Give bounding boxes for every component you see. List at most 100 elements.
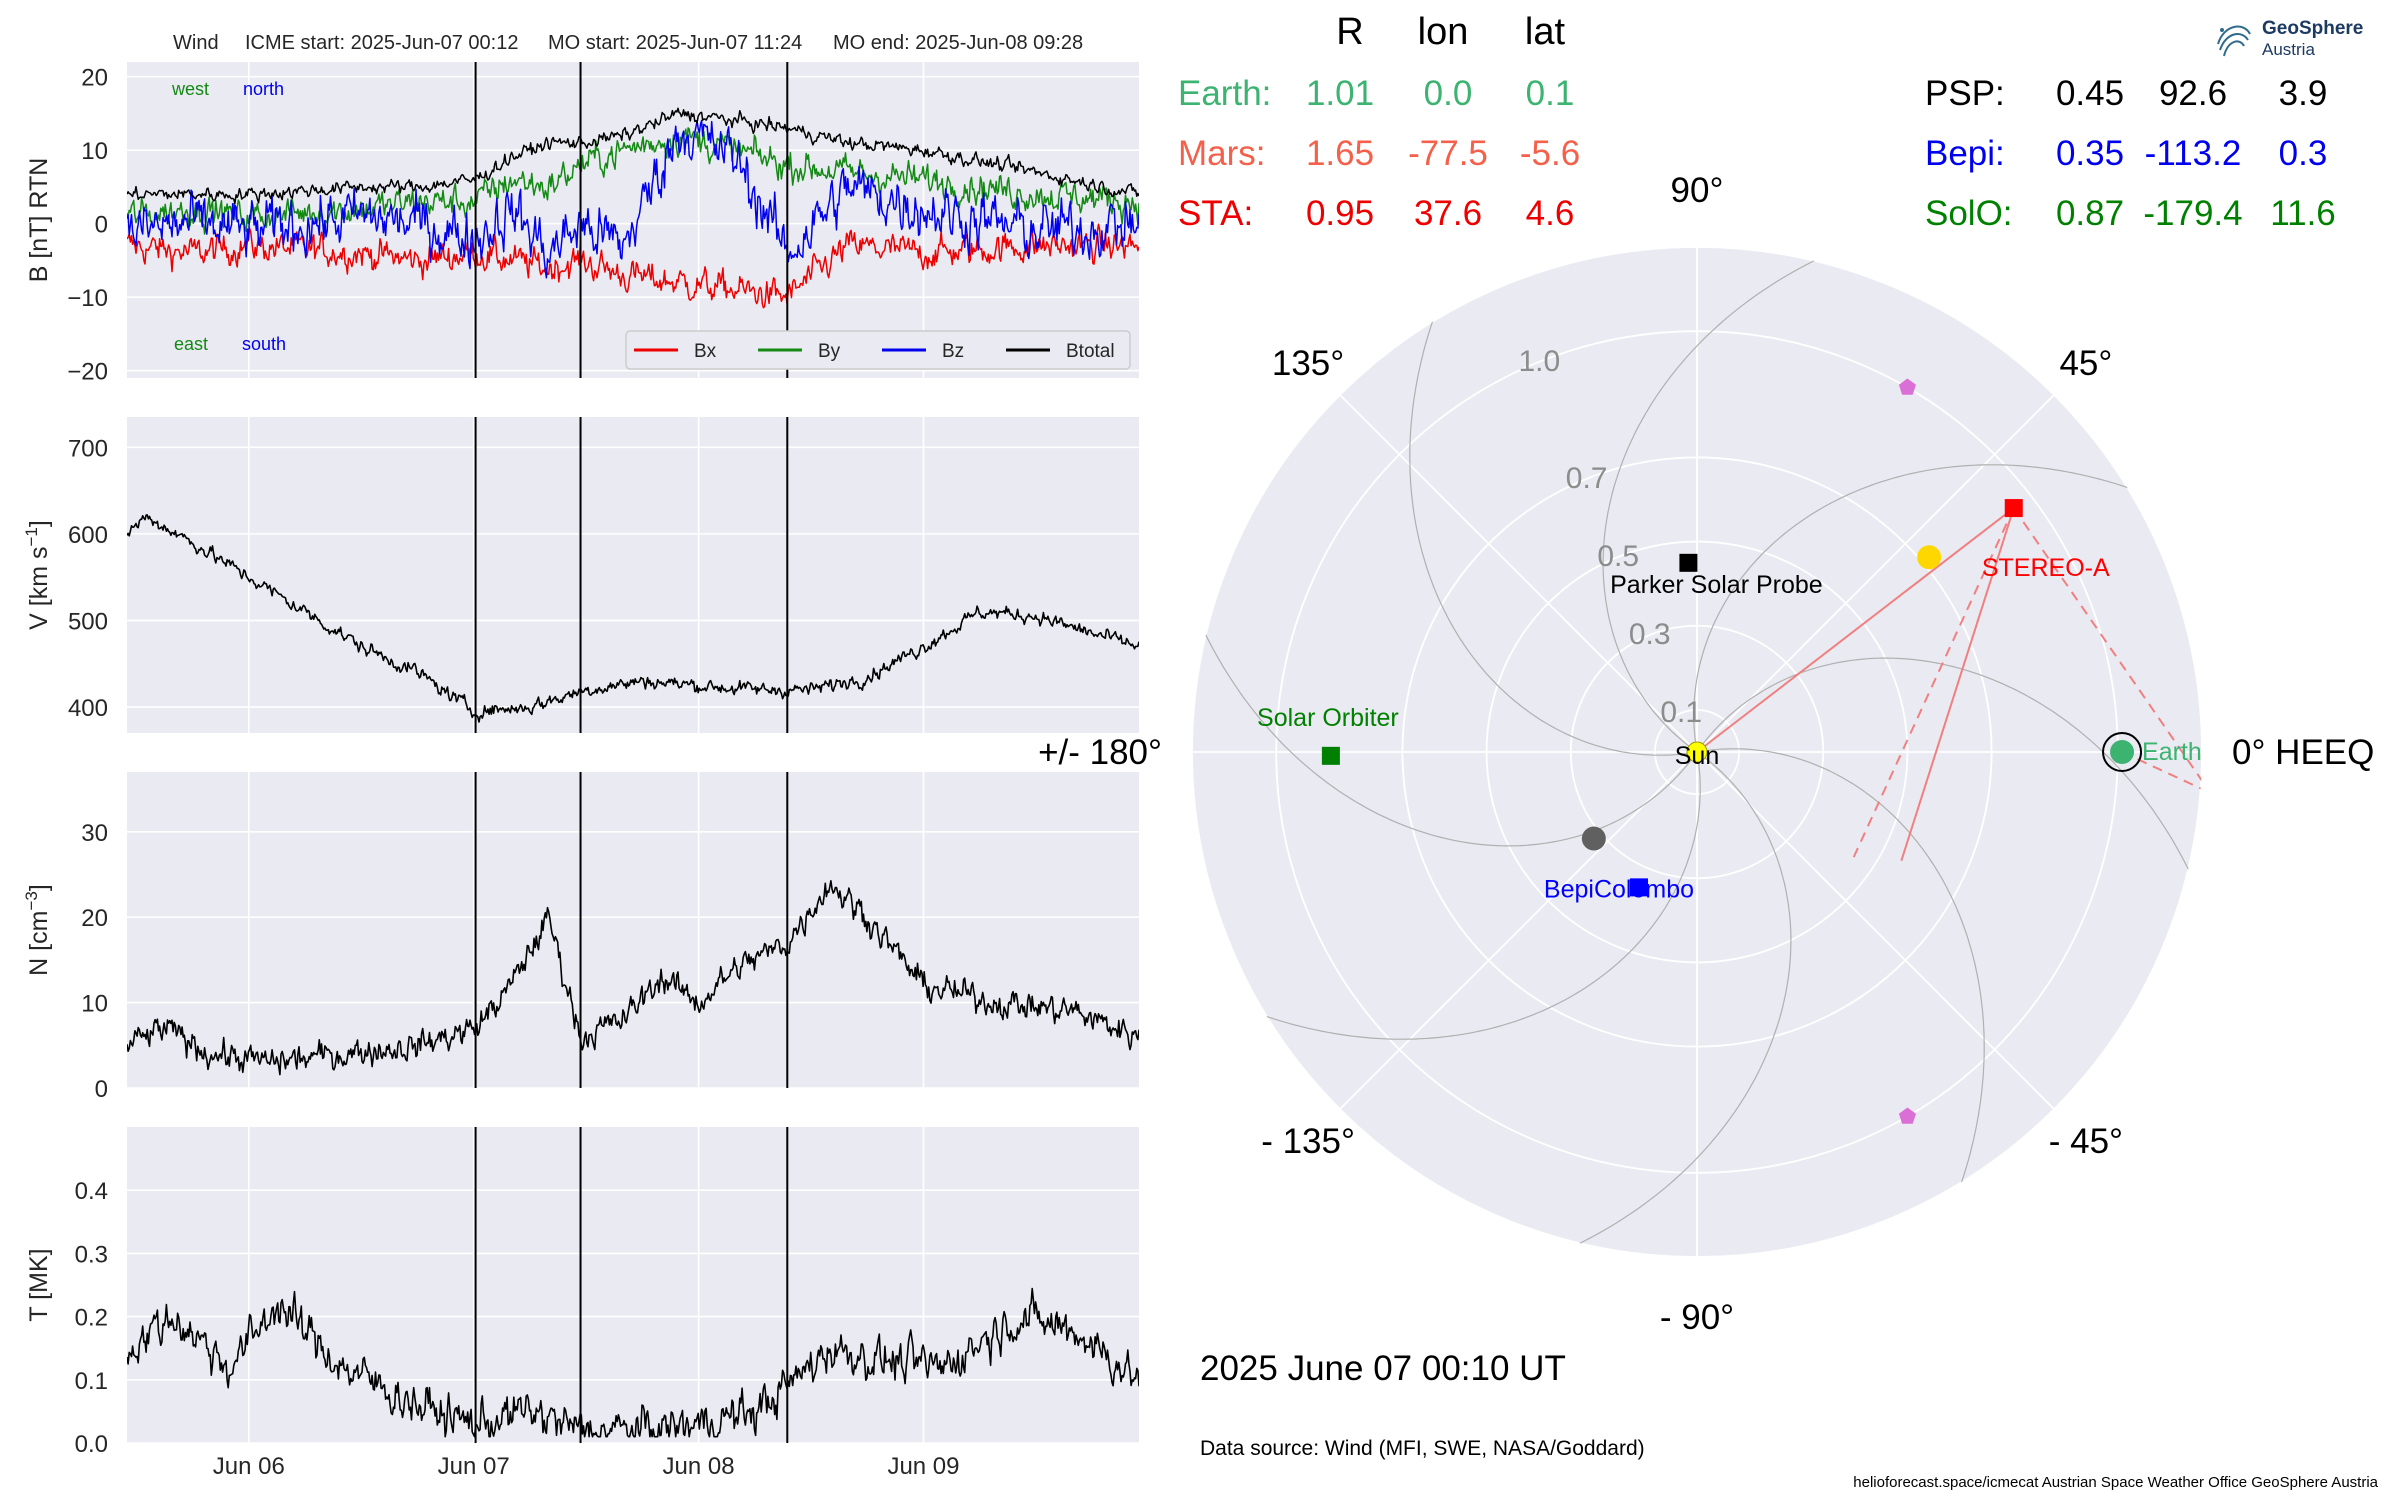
density-panel: 0 10 20 30 N [cm−3] [22,772,1139,1103]
speed-ytick-label: 400 [68,695,108,722]
table-header-r: R [1336,11,1363,53]
label-south: south [242,334,286,354]
magnetic-field-ytick-label: 20 [81,65,108,92]
density-ylabel-suffix: ] [25,884,53,891]
right-row-2-col-2: -179.4 [2143,194,2242,233]
earth-label: Earth [2142,738,2202,766]
magnetic-field-panel: −20 −10 0 10 20 B [nT] RTN west north east s… [25,62,1139,386]
density-ytick-label: 0 [95,1076,108,1103]
sun-marker [1686,741,1708,763]
parker-spiral-3 [1602,247,1851,753]
left-row-0-col-1: 1.01 [1306,74,1374,113]
speed-ytick-label: 600 [68,522,108,549]
left-row-1-col-2: -77.5 [1408,134,1488,173]
density-ylabel-exponent: −3 [22,891,41,910]
right-row-0-col-0: PSP: [1925,74,2005,113]
magnetic-field-series-btotal [127,107,1139,205]
time-axis-ticks: Jun 06 Jun 07 Jun 08 Jun 09 [213,1453,960,1480]
right-row-1-col-0: Bepi: [1925,134,2005,173]
right-row-1-col-1: 0.35 [2056,134,2124,173]
legend-label-bz: Bz [942,341,964,362]
right-row-2-col-1: 0.87 [2056,194,2124,233]
speed-plot-area [127,417,1139,733]
stereo-a-marker [2004,499,2023,518]
right-row-2-col-0: SolO: [1925,194,2013,233]
title-icme-start: ICME start: 2025-Jun-07 00:12 [245,32,518,54]
sta-sun-line [1696,507,2015,753]
polar-spoke-5 [1339,751,1698,1110]
parker-spiral-7 [1543,751,1792,1257]
parker-spiral-6 [1229,751,1701,1040]
parker-solar-probe-marker [1679,553,1698,572]
density-ytick-label: 30 [81,820,108,847]
left-row-2-col-3: 4.6 [1526,194,1575,233]
parker-spiral-5 [1192,598,1698,847]
polar-angle-label: - 135° [1261,1122,1355,1161]
table-header-lat: lat [1525,11,1566,53]
magnetic-field-ytick-label: 0 [95,212,108,239]
polar-spoke-1 [1696,394,2055,753]
right-row-1-col-3: 0.3 [2279,134,2328,173]
bepicolombo-label: BepiColombo [1544,875,1694,903]
polar-radial-label: 0.7 [1566,462,1608,495]
left-row-1-col-0: Mars: [1178,134,1266,173]
temperature-ytick-label: 0.1 [75,1368,108,1395]
parker-spiral-1 [1696,657,2202,906]
speed-ylabel-suffix: ] [25,520,53,527]
sta-dashed-line-2 [2012,507,2202,808]
temperature-ytick-label: 0.2 [75,1305,108,1332]
speed-ylabel-main: V [km s [25,547,53,630]
parker-spiral-4 [1409,284,1698,756]
geosphere-swirl-icon [2217,25,2251,57]
footer-credits: helioforecast.space/icmecat Austrian Spa… [1853,1474,2378,1491]
parker-solar-probe-label: Parker Solar Probe [1610,571,1823,599]
speed-ylabel-exponent: −1 [22,527,41,546]
label-east: east [174,334,208,354]
temperature-ylabel: T [MK] [25,1248,53,1321]
speed-ylabel: V [km s−1] [22,520,53,630]
parker-spiral-0 [1696,748,1985,1220]
polar-spoke-3 [1339,394,1698,753]
logo-line2: Austria [2262,40,2315,59]
polar-radial-label: 1.0 [1518,345,1560,378]
speed-panel: 400 500 600 700 V [km s−1] [22,417,1139,733]
venus-marker [1917,545,1942,570]
polar-angle-label: 90° [1671,171,1724,210]
earth-marker [2110,740,2135,764]
title-mo-start: MO start: 2025-Jun-07 11:24 [548,32,802,54]
magnetic-field-series-by [127,127,1139,235]
sta-dashed-line-1 [1851,507,2015,862]
right-row-1-col-2: -113.2 [2145,134,2242,173]
density-series-line [127,879,1139,1076]
l4-marker [1898,378,1916,395]
geosphere-logo: GeoSphere Austria [2210,14,2370,62]
table-header-lon: lon [1418,11,1469,53]
label-west: west [171,79,209,99]
speed-ytick-label: 500 [68,608,108,635]
legend-label-by: By [818,341,841,362]
polar-radial-label: 0.1 [1660,696,1702,729]
right-row-0-col-1: 0.45 [2056,74,2124,113]
density-ylabel-main: N [cm [25,911,53,976]
left-row-2-col-2: 37.6 [1414,194,1482,233]
speed-ytick-label: 700 [68,435,108,462]
right-row-2-col-3: 11.6 [2270,194,2336,233]
title-spacecraft: Wind [173,32,219,54]
magnetic-field-ytick-label: −20 [67,359,108,386]
left-row-0-col-2: 0.0 [1424,74,1473,113]
mercury-marker [1581,826,1606,851]
left-row-2-col-0: STA: [1178,194,1253,233]
density-ytick-label: 20 [81,905,108,932]
legend-label-bx: Bx [694,341,717,362]
speed-series-line [127,514,1139,723]
earth-ring [2102,732,2143,772]
legend-label-btotal: Btotal [1066,341,1115,362]
time-tick-label: Jun 07 [438,1453,510,1480]
parker-spiral-2 [1693,464,2165,753]
temperature-plot-area [127,1127,1139,1443]
timestamp: 2025 June 07 00:10 UT [1200,1349,1566,1388]
magnetic-field-ytick-label: −10 [67,285,108,312]
time-tick-label: Jun 08 [663,1453,735,1480]
polar-angle-label: 45° [2059,344,2112,383]
